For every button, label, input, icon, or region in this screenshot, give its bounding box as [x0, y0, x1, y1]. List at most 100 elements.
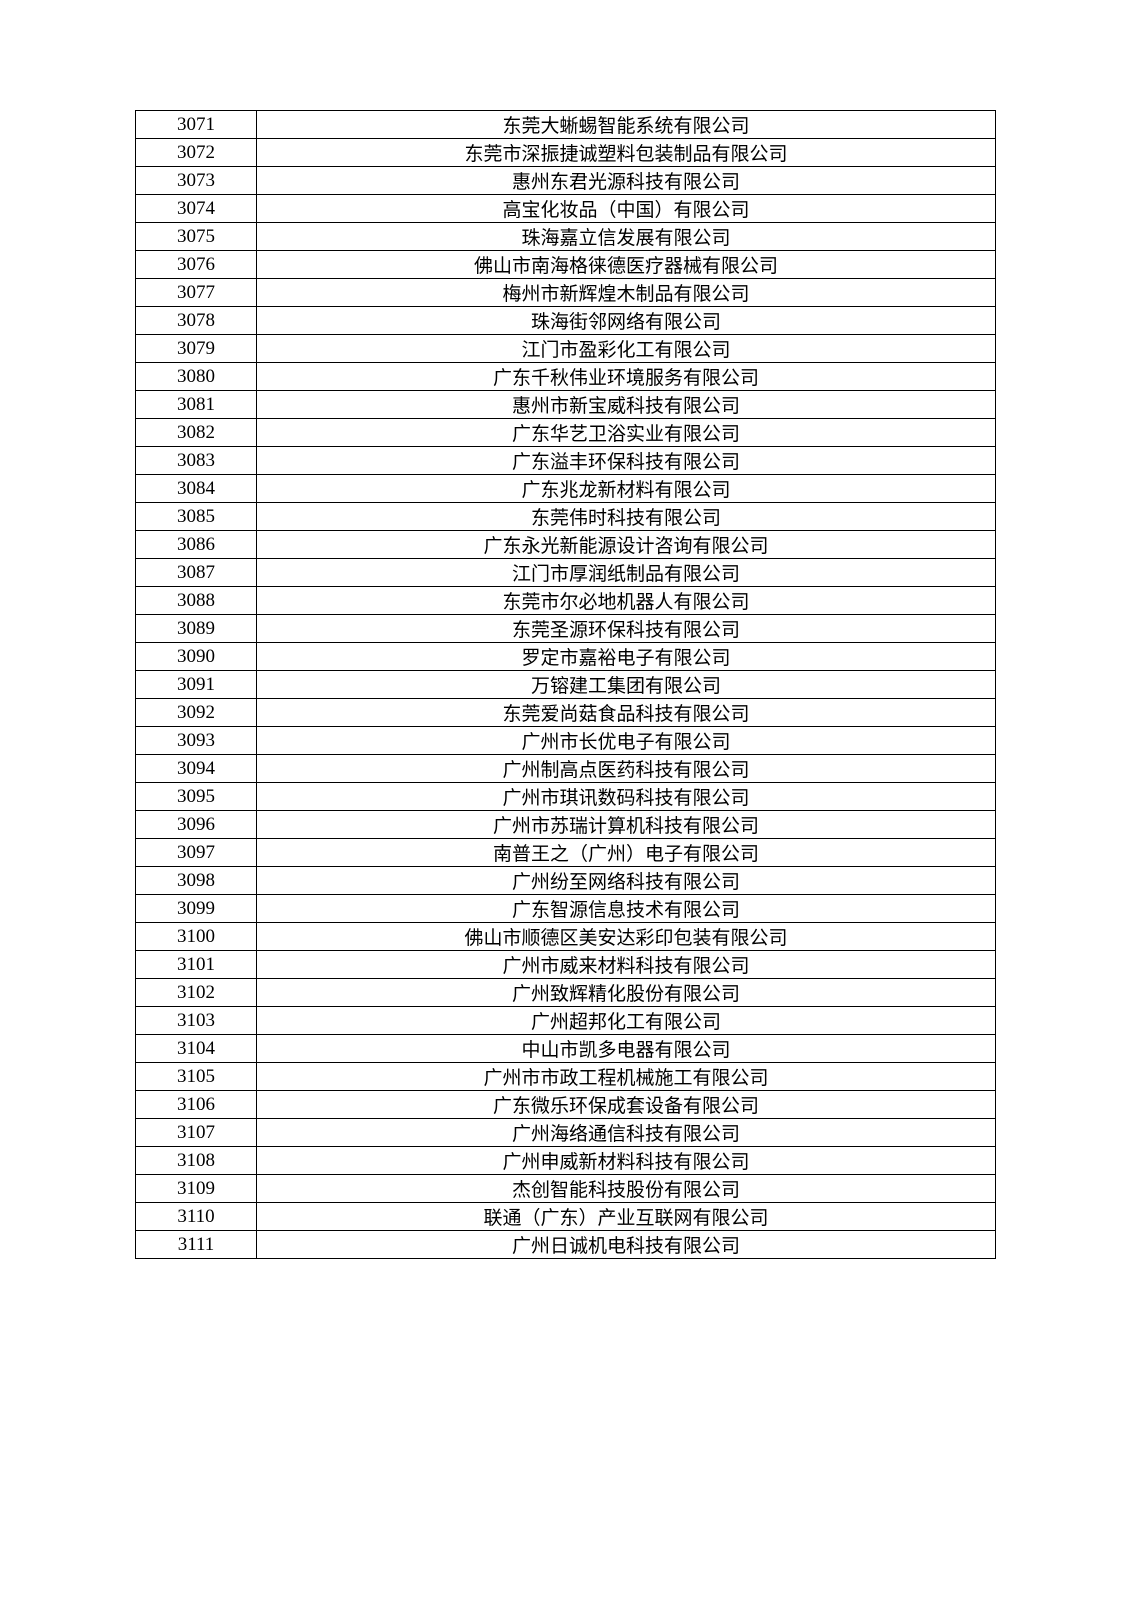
company-name: 广东微乐环保成套设备有限公司: [257, 1091, 996, 1119]
company-name: 东莞大蜥蜴智能系统有限公司: [257, 111, 996, 139]
row-number: 3085: [136, 503, 257, 531]
company-name: 惠州东君光源科技有限公司: [257, 167, 996, 195]
table-row: 3083广东溢丰环保科技有限公司: [136, 447, 996, 475]
row-number: 3071: [136, 111, 257, 139]
row-number: 3083: [136, 447, 257, 475]
row-number: 3108: [136, 1147, 257, 1175]
table-row: 3071东莞大蜥蜴智能系统有限公司: [136, 111, 996, 139]
row-number: 3081: [136, 391, 257, 419]
company-name: 南普王之（广州）电子有限公司: [257, 839, 996, 867]
table-row: 3085东莞伟时科技有限公司: [136, 503, 996, 531]
table-row: 3077梅州市新辉煌木制品有限公司: [136, 279, 996, 307]
table-row: 3108广州申威新材料科技有限公司: [136, 1147, 996, 1175]
company-name: 广东永光新能源设计咨询有限公司: [257, 531, 996, 559]
row-number: 3077: [136, 279, 257, 307]
row-number: 3076: [136, 251, 257, 279]
row-number: 3087: [136, 559, 257, 587]
table-row: 3097南普王之（广州）电子有限公司: [136, 839, 996, 867]
company-name: 广州市长优电子有限公司: [257, 727, 996, 755]
table-row: 3094广州制高点医药科技有限公司: [136, 755, 996, 783]
table-row: 3096广州市苏瑞计算机科技有限公司: [136, 811, 996, 839]
company-name: 广州纷至网络科技有限公司: [257, 867, 996, 895]
table-row: 3093广州市长优电子有限公司: [136, 727, 996, 755]
row-number: 3090: [136, 643, 257, 671]
table-row: 3109杰创智能科技股份有限公司: [136, 1175, 996, 1203]
table-row: 3101广州市威来材料科技有限公司: [136, 951, 996, 979]
row-number: 3098: [136, 867, 257, 895]
table-row: 3095广州市琪讯数码科技有限公司: [136, 783, 996, 811]
company-name: 广东溢丰环保科技有限公司: [257, 447, 996, 475]
company-name: 罗定市嘉裕电子有限公司: [257, 643, 996, 671]
company-name: 中山市凯多电器有限公司: [257, 1035, 996, 1063]
row-number: 3096: [136, 811, 257, 839]
table-row: 3072东莞市深振捷诚塑料包装制品有限公司: [136, 139, 996, 167]
table-row: 3110联通（广东）产业互联网有限公司: [136, 1203, 996, 1231]
row-number: 3110: [136, 1203, 257, 1231]
table-row: 3099广东智源信息技术有限公司: [136, 895, 996, 923]
company-name: 广东智源信息技术有限公司: [257, 895, 996, 923]
document-page: 3071东莞大蜥蜴智能系统有限公司3072东莞市深振捷诚塑料包装制品有限公司30…: [0, 0, 1131, 1379]
table-row: 3082广东华艺卫浴实业有限公司: [136, 419, 996, 447]
row-number: 3075: [136, 223, 257, 251]
row-number: 3088: [136, 587, 257, 615]
company-name: 东莞市深振捷诚塑料包装制品有限公司: [257, 139, 996, 167]
company-name: 江门市盈彩化工有限公司: [257, 335, 996, 363]
company-name: 广州日诚机电科技有限公司: [257, 1231, 996, 1259]
table-body: 3071东莞大蜥蜴智能系统有限公司3072东莞市深振捷诚塑料包装制品有限公司30…: [136, 111, 996, 1259]
row-number: 3074: [136, 195, 257, 223]
table-row: 3075珠海嘉立信发展有限公司: [136, 223, 996, 251]
company-name: 高宝化妆品（中国）有限公司: [257, 195, 996, 223]
company-name: 广东兆龙新材料有限公司: [257, 475, 996, 503]
row-number: 3107: [136, 1119, 257, 1147]
company-name: 广州市市政工程机械施工有限公司: [257, 1063, 996, 1091]
row-number: 3102: [136, 979, 257, 1007]
row-number: 3086: [136, 531, 257, 559]
company-name: 广州市琪讯数码科技有限公司: [257, 783, 996, 811]
company-name: 广州制高点医药科技有限公司: [257, 755, 996, 783]
table-row: 3092东莞爱尚菇食品科技有限公司: [136, 699, 996, 727]
company-name: 佛山市顺德区美安达彩印包装有限公司: [257, 923, 996, 951]
table-row: 3089东莞圣源环保科技有限公司: [136, 615, 996, 643]
table-row: 3098广州纷至网络科技有限公司: [136, 867, 996, 895]
company-name: 珠海街邻网络有限公司: [257, 307, 996, 335]
company-name: 佛山市南海格徕德医疗器械有限公司: [257, 251, 996, 279]
row-number: 3084: [136, 475, 257, 503]
table-row: 3107广州海络通信科技有限公司: [136, 1119, 996, 1147]
company-name: 梅州市新辉煌木制品有限公司: [257, 279, 996, 307]
row-number: 3092: [136, 699, 257, 727]
row-number: 3073: [136, 167, 257, 195]
table-row: 3091万镕建工集团有限公司: [136, 671, 996, 699]
company-name: 东莞市尔必地机器人有限公司: [257, 587, 996, 615]
row-number: 3089: [136, 615, 257, 643]
table-row: 3090罗定市嘉裕电子有限公司: [136, 643, 996, 671]
company-table: 3071东莞大蜥蜴智能系统有限公司3072东莞市深振捷诚塑料包装制品有限公司30…: [135, 110, 996, 1259]
row-number: 3101: [136, 951, 257, 979]
company-name: 江门市厚润纸制品有限公司: [257, 559, 996, 587]
company-name: 广州申威新材料科技有限公司: [257, 1147, 996, 1175]
table-row: 3078珠海街邻网络有限公司: [136, 307, 996, 335]
company-name: 东莞爱尚菇食品科技有限公司: [257, 699, 996, 727]
company-name: 广州海络通信科技有限公司: [257, 1119, 996, 1147]
table-row: 3074高宝化妆品（中国）有限公司: [136, 195, 996, 223]
table-row: 3073惠州东君光源科技有限公司: [136, 167, 996, 195]
company-name: 广州市苏瑞计算机科技有限公司: [257, 811, 996, 839]
row-number: 3103: [136, 1007, 257, 1035]
table-row: 3100佛山市顺德区美安达彩印包装有限公司: [136, 923, 996, 951]
row-number: 3093: [136, 727, 257, 755]
company-name: 珠海嘉立信发展有限公司: [257, 223, 996, 251]
company-name: 广州超邦化工有限公司: [257, 1007, 996, 1035]
row-number: 3080: [136, 363, 257, 391]
row-number: 3104: [136, 1035, 257, 1063]
row-number: 3094: [136, 755, 257, 783]
table-row: 3086广东永光新能源设计咨询有限公司: [136, 531, 996, 559]
table-row: 3081惠州市新宝威科技有限公司: [136, 391, 996, 419]
row-number: 3109: [136, 1175, 257, 1203]
table-row: 3103广州超邦化工有限公司: [136, 1007, 996, 1035]
table-row: 3111广州日诚机电科技有限公司: [136, 1231, 996, 1259]
table-row: 3076佛山市南海格徕德医疗器械有限公司: [136, 251, 996, 279]
table-row: 3105广州市市政工程机械施工有限公司: [136, 1063, 996, 1091]
company-name: 广州市威来材料科技有限公司: [257, 951, 996, 979]
row-number: 3111: [136, 1231, 257, 1259]
row-number: 3106: [136, 1091, 257, 1119]
company-name: 广东千秋伟业环境服务有限公司: [257, 363, 996, 391]
